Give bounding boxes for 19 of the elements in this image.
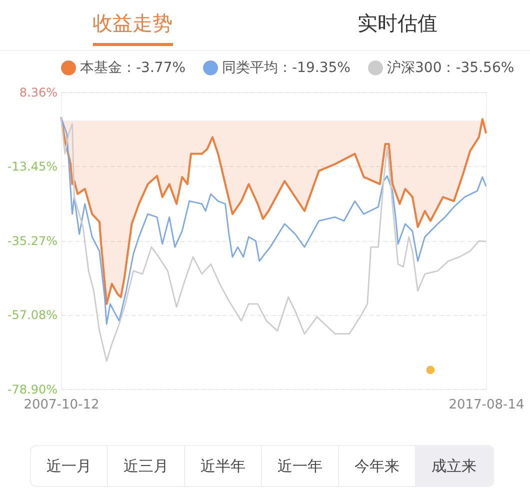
y-tick-label: -35.27% bbox=[7, 234, 58, 248]
y-tick-label: -13.45% bbox=[7, 160, 58, 174]
legend-label: 沪深300：-35.56% bbox=[387, 60, 514, 76]
text: 近三月 bbox=[124, 457, 168, 475]
legend-label: 同类平均：-19.35% bbox=[222, 60, 350, 76]
legend-label: 本基金：-3.77% bbox=[80, 60, 186, 76]
text: 成立来 bbox=[432, 457, 476, 475]
text: 今年来 bbox=[354, 457, 400, 475]
text: 收益走势 bbox=[92, 11, 172, 46]
y-tick-label: -78.90% bbox=[7, 382, 58, 396]
y-tick-label: 8.36% bbox=[19, 86, 58, 100]
text: 近半年 bbox=[200, 457, 246, 475]
y-tick-label: -57.08% bbox=[7, 308, 58, 322]
x-tick-label: 2007-10-12 bbox=[24, 398, 100, 412]
text: 近一年 bbox=[278, 457, 322, 475]
text: 近一月 bbox=[46, 457, 92, 475]
x-tick-label: 2017-08-14 bbox=[448, 398, 524, 412]
line-series bbox=[60, 116, 487, 362]
text: 实时估值 bbox=[358, 11, 438, 35]
